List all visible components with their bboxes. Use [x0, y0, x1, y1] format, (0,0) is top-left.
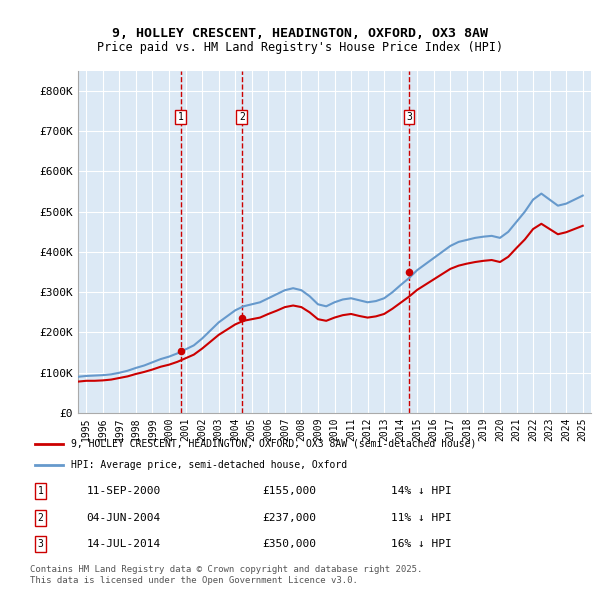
Text: 3: 3 [406, 112, 412, 122]
Text: £155,000: £155,000 [262, 486, 316, 496]
Text: 14-JUL-2014: 14-JUL-2014 [86, 539, 160, 549]
Text: 11% ↓ HPI: 11% ↓ HPI [391, 513, 452, 523]
Text: 1: 1 [178, 112, 184, 122]
Text: 14% ↓ HPI: 14% ↓ HPI [391, 486, 452, 496]
Text: Contains HM Land Registry data © Crown copyright and database right 2025.
This d: Contains HM Land Registry data © Crown c… [30, 565, 422, 585]
Text: 2: 2 [38, 513, 43, 523]
Text: 3: 3 [38, 539, 43, 549]
Text: 04-JUN-2004: 04-JUN-2004 [86, 513, 160, 523]
Text: 11-SEP-2000: 11-SEP-2000 [86, 486, 160, 496]
Text: 9, HOLLEY CRESCENT, HEADINGTON, OXFORD, OX3 8AW (semi-detached house): 9, HOLLEY CRESCENT, HEADINGTON, OXFORD, … [71, 439, 476, 449]
Text: £350,000: £350,000 [262, 539, 316, 549]
Text: 16% ↓ HPI: 16% ↓ HPI [391, 539, 452, 549]
Text: 1: 1 [38, 486, 43, 496]
Point [176, 346, 185, 355]
Text: Price paid vs. HM Land Registry's House Price Index (HPI): Price paid vs. HM Land Registry's House … [97, 41, 503, 54]
Point [237, 313, 247, 322]
Text: £237,000: £237,000 [262, 513, 316, 523]
Text: 2: 2 [239, 112, 245, 122]
Text: HPI: Average price, semi-detached house, Oxford: HPI: Average price, semi-detached house,… [71, 460, 347, 470]
Point [404, 267, 414, 277]
Text: 9, HOLLEY CRESCENT, HEADINGTON, OXFORD, OX3 8AW: 9, HOLLEY CRESCENT, HEADINGTON, OXFORD, … [112, 27, 488, 40]
